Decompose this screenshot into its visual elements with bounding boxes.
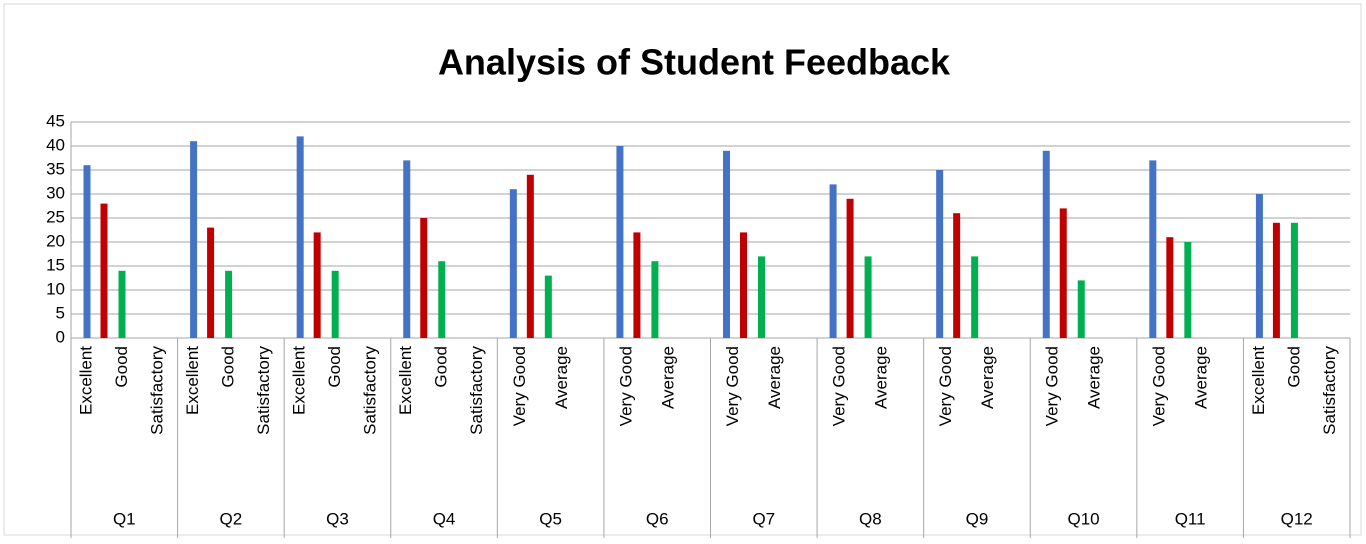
y-tick-label: 45 xyxy=(46,111,65,130)
x-group-label: Q3 xyxy=(326,509,349,528)
x-group-label: Q4 xyxy=(433,509,456,528)
bar xyxy=(100,203,108,338)
bar xyxy=(633,232,641,338)
x-tick-label: Good xyxy=(219,346,238,388)
x-tick-label: Very Good xyxy=(616,346,635,426)
y-tick-label: 25 xyxy=(46,207,65,226)
bar xyxy=(438,261,446,338)
bar xyxy=(723,150,730,338)
x-tick-label: Satisfactory xyxy=(147,346,166,435)
bar xyxy=(936,170,944,338)
x-tick-label: Average xyxy=(1191,346,1210,409)
bar xyxy=(1255,194,1263,338)
x-group-label: Q2 xyxy=(220,509,243,528)
x-tick-label: Excellent xyxy=(396,346,415,415)
bar xyxy=(1184,242,1192,338)
bar xyxy=(953,213,961,338)
x-tick-label: Good xyxy=(112,346,131,388)
x-group-label: Q10 xyxy=(1067,509,1099,528)
bar xyxy=(509,189,517,338)
x-tick-label: Very Good xyxy=(1149,346,1168,426)
bar xyxy=(1042,150,1050,338)
bar xyxy=(829,184,837,338)
bar xyxy=(83,165,91,338)
x-group-label: Q7 xyxy=(752,509,775,528)
x-group-label: Q1 xyxy=(113,509,136,528)
bar xyxy=(420,218,428,338)
bar xyxy=(118,270,126,338)
bar xyxy=(526,174,534,338)
bar xyxy=(1290,222,1298,338)
x-tick-label: Very Good xyxy=(830,346,849,426)
x-tick-label: Average xyxy=(872,346,891,409)
x-tick-label: Average xyxy=(552,346,571,409)
x-tick-label: Very Good xyxy=(936,346,955,426)
bar xyxy=(1149,160,1157,338)
x-tick-label: Good xyxy=(432,346,451,388)
x-tick-label: Very Good xyxy=(1043,346,1062,426)
x-tick-label: Satisfactory xyxy=(254,346,273,435)
bar xyxy=(651,261,659,338)
bar xyxy=(225,270,233,338)
y-tick-label: 35 xyxy=(46,159,65,178)
y-tick-label: 5 xyxy=(56,303,65,322)
x-tick-label: Very Good xyxy=(510,346,529,426)
bar xyxy=(544,275,552,338)
x-group-label: Q5 xyxy=(539,509,562,528)
x-tick-label: Satisfactory xyxy=(361,346,380,435)
x-tick-label: Excellent xyxy=(183,346,202,415)
x-group-label: Q11 xyxy=(1175,509,1206,528)
bar xyxy=(971,256,979,338)
bar xyxy=(616,146,624,338)
x-tick-label: Excellent xyxy=(1249,346,1268,415)
x-group-label: Q12 xyxy=(1281,509,1313,528)
bar xyxy=(331,270,339,338)
y-tick-label: 10 xyxy=(46,279,65,298)
x-tick-label: Excellent xyxy=(290,346,309,415)
bar xyxy=(864,256,872,338)
x-group-label: Q8 xyxy=(859,509,882,528)
bar xyxy=(190,141,198,338)
y-tick-label: 30 xyxy=(46,183,65,202)
x-tick-label: Average xyxy=(658,346,677,409)
bar xyxy=(207,227,215,338)
y-tick-label: 15 xyxy=(46,255,65,274)
x-group-label: Q9 xyxy=(966,509,989,528)
bar xyxy=(1166,237,1174,338)
y-tick-label: 20 xyxy=(46,231,65,250)
x-tick-label: Good xyxy=(325,346,344,388)
x-tick-label: Average xyxy=(765,346,784,409)
bar xyxy=(403,160,411,338)
bar xyxy=(296,136,304,338)
y-tick-label: 0 xyxy=(56,327,65,346)
chart-frame xyxy=(3,3,1362,536)
bar xyxy=(846,198,854,338)
x-tick-label: Very Good xyxy=(723,346,742,426)
x-tick-label: Average xyxy=(978,346,997,409)
x-tick-label: Good xyxy=(1284,346,1303,388)
x-tick-label: Average xyxy=(1085,346,1104,409)
bar xyxy=(1059,208,1067,338)
bar xyxy=(313,232,321,338)
x-group-label: Q6 xyxy=(646,509,669,528)
x-tick-label: Satisfactory xyxy=(1320,346,1339,435)
chart-title: Analysis of Student Feedback xyxy=(438,42,951,83)
x-tick-label: Excellent xyxy=(76,346,95,415)
bar xyxy=(758,256,765,338)
bar xyxy=(1272,222,1280,338)
bar xyxy=(1077,280,1085,338)
x-tick-label: Satisfactory xyxy=(467,346,486,435)
bar xyxy=(740,232,747,338)
y-tick-label: 40 xyxy=(46,135,65,154)
